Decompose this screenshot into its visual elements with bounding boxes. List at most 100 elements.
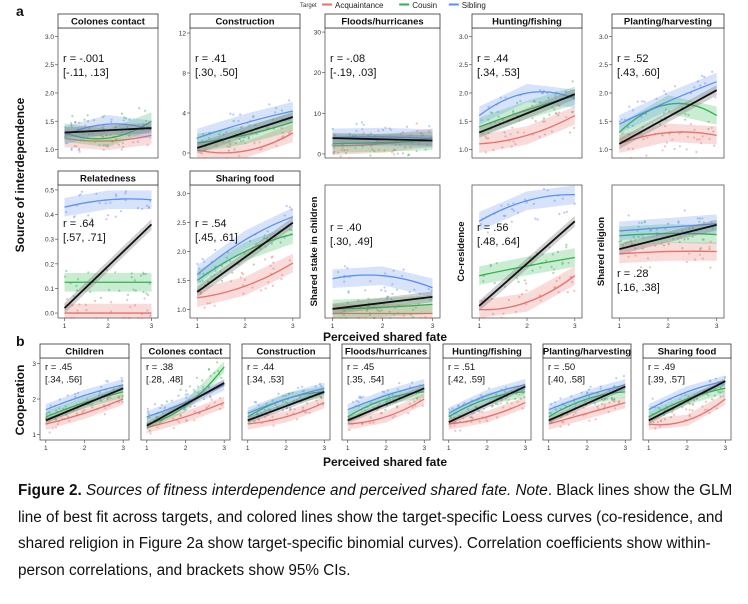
data-point <box>618 120 621 123</box>
x-tick-label: 1 <box>63 323 67 330</box>
data-point <box>414 306 418 309</box>
data-point <box>602 399 605 402</box>
data-point <box>712 130 715 133</box>
data-point <box>550 403 553 406</box>
series-line-cousin <box>196 233 293 281</box>
data-point <box>561 261 564 264</box>
data-point <box>422 134 425 137</box>
data-point <box>698 253 702 256</box>
data-point <box>566 291 569 294</box>
data-point <box>702 221 706 224</box>
data-point <box>114 125 117 128</box>
data-point <box>271 415 274 418</box>
x-tick-label: 3 <box>150 323 154 330</box>
data-point <box>275 107 278 110</box>
data-point <box>140 316 143 320</box>
data-point <box>673 147 676 151</box>
facet-strip <box>611 13 725 29</box>
data-point <box>503 390 506 393</box>
data-point <box>264 245 267 248</box>
data-point <box>699 247 703 250</box>
data-point <box>348 133 351 136</box>
data-point <box>114 126 117 129</box>
data-point <box>213 371 216 375</box>
data-point <box>722 390 725 393</box>
data-point <box>714 387 717 390</box>
data-point <box>227 149 230 152</box>
data-point <box>380 412 383 415</box>
data-point <box>548 246 551 249</box>
data-point <box>708 411 711 415</box>
data-point <box>664 145 667 148</box>
data-point <box>218 133 221 136</box>
data-point <box>610 397 613 400</box>
data-point <box>561 421 564 424</box>
data-point <box>686 135 690 138</box>
data-point <box>128 118 131 121</box>
data-point <box>133 279 136 282</box>
correlation-ci: [.30, .49] <box>330 236 373 248</box>
data-point <box>495 262 498 265</box>
data-point <box>503 131 506 134</box>
data-point <box>46 412 49 415</box>
data-point <box>346 266 349 270</box>
data-point <box>342 314 345 317</box>
data-point <box>688 415 691 418</box>
data-point <box>125 125 128 129</box>
data-point <box>185 420 188 423</box>
data-point <box>525 289 528 292</box>
data-point <box>361 422 364 425</box>
data-point <box>346 301 349 304</box>
data-point <box>228 140 231 143</box>
ci-band-acquaintance <box>619 242 717 264</box>
figure-caption: Figure 2. Sources of fitness interdepend… <box>18 478 740 584</box>
ci-band-sibling <box>146 379 225 423</box>
data-point <box>177 394 180 397</box>
data-point <box>622 375 626 378</box>
data-point <box>662 112 666 115</box>
data-point <box>114 138 117 141</box>
x-tick-label: 3 <box>121 445 125 452</box>
data-point <box>664 228 667 231</box>
data-point <box>136 140 139 143</box>
data-point <box>99 134 103 137</box>
data-point <box>345 316 348 320</box>
caption-title: Sources of fitness interdependence and p… <box>86 482 512 499</box>
data-point <box>627 255 630 258</box>
data-point <box>256 412 259 415</box>
data-point <box>105 134 108 137</box>
data-point <box>393 148 396 151</box>
series-line-acquaintance <box>146 401 225 429</box>
data-point <box>483 407 486 410</box>
data-point <box>718 391 722 394</box>
series-line-sibling <box>478 91 576 117</box>
data-point <box>593 402 597 405</box>
ci-band-sibling <box>479 83 575 125</box>
data-point <box>428 130 431 133</box>
data-point <box>105 218 108 221</box>
data-point <box>293 408 296 411</box>
data-point <box>201 279 204 282</box>
y-tick-label: 3.0 <box>599 34 608 41</box>
data-point <box>533 100 536 103</box>
data-point <box>78 147 81 150</box>
data-point <box>649 229 652 232</box>
data-point <box>710 221 713 224</box>
data-point <box>383 391 386 394</box>
correlation-r: r = .51 <box>448 362 475 373</box>
data-point <box>514 397 517 400</box>
data-point <box>124 117 128 120</box>
data-point <box>469 416 472 419</box>
series-line-acquaintance <box>64 134 152 142</box>
data-point <box>368 421 371 424</box>
data-point <box>347 291 350 294</box>
correlation-r: r = .64 <box>63 218 95 230</box>
data-point <box>106 133 109 136</box>
data-point <box>267 408 270 411</box>
data-point <box>71 304 74 307</box>
data-point <box>565 246 568 249</box>
data-point <box>417 302 420 305</box>
data-point <box>240 271 243 274</box>
data-point <box>568 131 572 134</box>
y-tick-label: 0.2 <box>45 261 54 268</box>
